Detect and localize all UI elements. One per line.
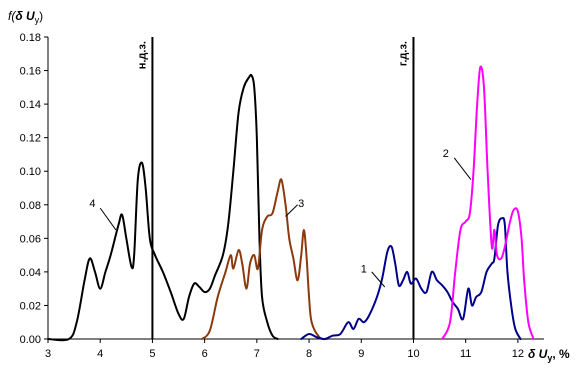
y-tick-label: 0.04 bbox=[20, 267, 41, 279]
series-callout-line bbox=[285, 204, 298, 217]
y-tick-label: 0.08 bbox=[20, 200, 41, 212]
series-line-4 bbox=[47, 73, 279, 342]
x-tick-label: 7 bbox=[254, 348, 260, 360]
y-tick-label: 0.14 bbox=[20, 99, 41, 111]
x-tick-label: 10 bbox=[407, 348, 419, 360]
y-tick-label: 0.12 bbox=[20, 133, 41, 145]
series-callout-line bbox=[99, 207, 117, 231]
y-tick-label: 0.10 bbox=[20, 166, 41, 178]
series-line-1 bbox=[300, 216, 522, 341]
x-tick-label: 8 bbox=[306, 348, 312, 360]
series-callout-label: 3 bbox=[298, 198, 304, 210]
series-callout-label: 1 bbox=[361, 264, 367, 276]
y-axis-title: f(δ Uy) bbox=[8, 9, 43, 25]
y-tick-label: 0.18 bbox=[20, 32, 41, 44]
y-tick-label: 0.06 bbox=[20, 233, 41, 245]
y-tick-label: 0.16 bbox=[20, 66, 41, 78]
x-tick-label: 12 bbox=[512, 348, 524, 360]
x-axis-title: δ Uy, % bbox=[528, 347, 570, 363]
y-tick-label: 0.00 bbox=[20, 334, 41, 346]
x-tick-label: 5 bbox=[149, 348, 155, 360]
series-line-2 bbox=[441, 65, 535, 340]
reference-line-label: н.д.з. bbox=[136, 41, 148, 69]
x-tick-label: 11 bbox=[460, 348, 471, 360]
series-line-3 bbox=[201, 178, 329, 341]
reference-line-label: г.д.з. bbox=[397, 41, 409, 66]
y-tick-label: 0.02 bbox=[20, 300, 41, 312]
series-callout-line bbox=[453, 157, 472, 180]
x-tick-label: 6 bbox=[202, 348, 208, 360]
x-tick-label: 3 bbox=[45, 348, 51, 360]
series-callout-label: 2 bbox=[443, 148, 449, 160]
x-tick-label: 9 bbox=[358, 348, 364, 360]
series-callout-line bbox=[371, 271, 386, 288]
x-tick-label: 4 bbox=[97, 348, 103, 360]
series-callout-label: 4 bbox=[89, 198, 95, 210]
